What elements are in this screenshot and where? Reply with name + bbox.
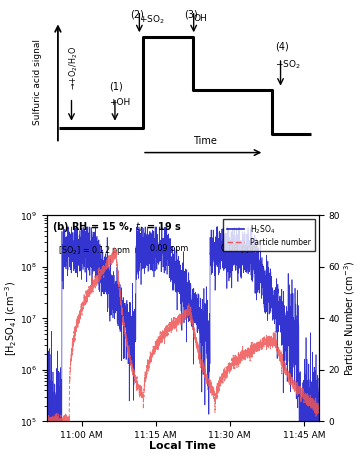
Text: +SO$_2$: +SO$_2$ xyxy=(139,14,165,26)
Text: +OH: +OH xyxy=(109,98,131,106)
Text: −SO$_2$: −SO$_2$ xyxy=(275,58,301,70)
Text: (2): (2) xyxy=(130,9,144,19)
Text: OH: OH xyxy=(194,14,207,23)
Text: Time: Time xyxy=(193,137,216,146)
Text: (3): (3) xyxy=(184,9,198,19)
Text: (b) RH = 15 %, $\it{t}_r$ = 19 s: (b) RH = 15 %, $\it{t}_r$ = 19 s xyxy=(52,219,182,234)
Text: [SO$_2$] = 0.12 ppm: [SO$_2$] = 0.12 ppm xyxy=(58,244,131,257)
Text: →+O$_2$/H$_2$O: →+O$_2$/H$_2$O xyxy=(67,46,80,90)
Legend: H$_2$SO$_4$, Particle number: H$_2$SO$_4$, Particle number xyxy=(223,219,315,251)
Y-axis label: Particle Number (cm$^{-3}$): Particle Number (cm$^{-3}$) xyxy=(342,261,357,376)
Text: Sulfuric acid signal: Sulfuric acid signal xyxy=(33,39,42,125)
Text: 0.09 ppm: 0.09 ppm xyxy=(150,244,189,253)
Text: (1): (1) xyxy=(109,81,123,92)
Text: (4): (4) xyxy=(275,42,289,52)
Y-axis label: [H$_2$SO$_4$] (cm$^{-3}$): [H$_2$SO$_4$] (cm$^{-3}$) xyxy=(3,281,19,356)
X-axis label: Local Time: Local Time xyxy=(150,441,216,451)
Text: 0.08 ppm: 0.08 ppm xyxy=(221,244,259,253)
